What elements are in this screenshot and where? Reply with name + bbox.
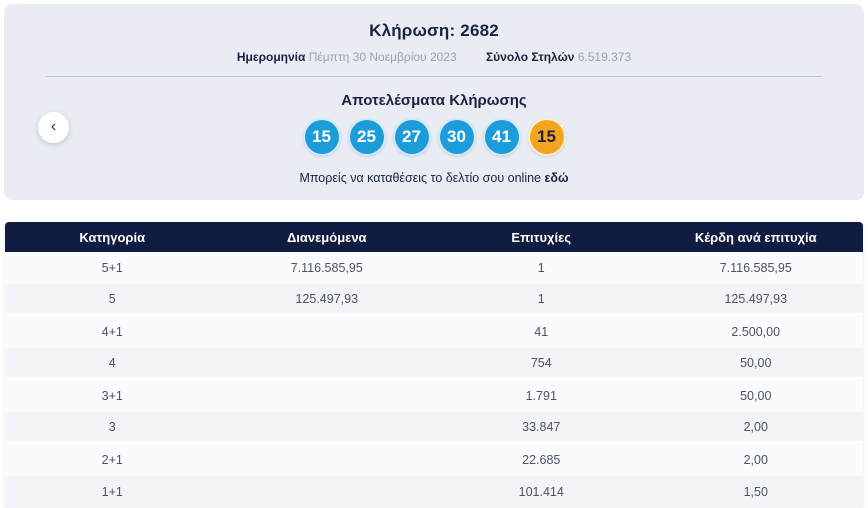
table-cell: 2,00 — [743, 453, 768, 467]
draw-meta: Ημερομηνία Πέμπτη 30 Νοεμβρίου 2023 Σύνο… — [4, 50, 864, 64]
chevron-left-icon: ‹ — [50, 117, 57, 135]
table-header-distributed: Διανεμόμενα — [286, 229, 367, 245]
total-columns: Σύνολο Στηλών 6.519.373 — [486, 50, 631, 64]
table-cell: 2,00 — [743, 419, 768, 434]
winning-number-ball: 25 — [347, 118, 386, 156]
table-cell: 754 — [530, 355, 552, 370]
joker-number-ball: 15 — [527, 118, 566, 156]
table-cell: 5+1 — [101, 261, 123, 275]
table-cell: 1+1 — [101, 485, 123, 499]
table-cell: 22.685 — [522, 453, 561, 467]
table-cell: 3 — [108, 419, 116, 434]
table-header-category: Κατηγορία — [79, 229, 146, 245]
table-cell: 1 — [537, 261, 545, 275]
table-cell: 2.500,00 — [731, 325, 781, 339]
table-row: 3 33.847 2,00 — [5, 412, 863, 444]
table-row: 5 125.497,93 1 125.497,93 — [5, 284, 863, 316]
table-cell: 1 — [537, 291, 545, 306]
table-row: 4 754 50,00 — [5, 348, 863, 380]
table-row: 3+1 1.791 50,00 — [5, 380, 863, 412]
draw-title: Κλήρωση: 2682 — [369, 21, 499, 40]
table-cell: 50,00 — [740, 389, 772, 403]
draw-date: Ημερομηνία Πέμπτη 30 Νοεμβρίου 2023 — [237, 50, 457, 64]
cta-text: Μπορείς να καταθέσεις το δελτίο σου onli… — [4, 171, 864, 185]
table-cell: 33.847 — [522, 419, 561, 434]
total-columns-value: 6.519.373 — [577, 50, 632, 64]
divider — [46, 76, 822, 77]
deposit-online-link[interactable]: εδώ — [544, 171, 569, 185]
draw-summary-card: Κλήρωση: 2682 Ημερομηνία Πέμπτη 30 Νοεμβ… — [4, 4, 864, 200]
table-body: 5+1 7.116.585,95 1 7.116.585,95 5 125.49… — [5, 252, 863, 508]
table-cell: 4+1 — [101, 325, 123, 339]
winning-number-ball: 27 — [392, 118, 431, 156]
draw-date-label: Ημερομηνία — [236, 50, 306, 64]
winning-number-ball: 30 — [437, 118, 476, 156]
winning-number-ball: 41 — [482, 118, 521, 156]
table-cell: 101.414 — [518, 485, 564, 499]
table-cell: 125.497,93 — [724, 291, 788, 306]
table-cell: 5 — [108, 291, 116, 306]
table-cell: 2+1 — [101, 453, 123, 467]
table-cell: 7.116.585,95 — [290, 261, 363, 275]
table-cell: 50,00 — [740, 355, 772, 370]
results-table: Κατηγορία Διανεμόμενα Επιτυχίες Κέρδη αν… — [5, 222, 863, 508]
table-cell: 41 — [534, 325, 549, 339]
table-cell: 3+1 — [101, 389, 123, 403]
total-columns-label: Σύνολο Στηλών — [485, 50, 575, 64]
table-row: 2+1 22.685 2,00 — [5, 444, 863, 476]
table-cell: 1.791 — [525, 389, 557, 403]
cta-message: Μπορείς να καταθέσεις το δελτίο σου onli… — [299, 171, 541, 185]
table-row: 1+1 101.414 1,50 — [5, 476, 863, 508]
draw-date-value: Πέμπτη 30 Νοεμβρίου 2023 — [308, 50, 457, 64]
table-row: 5+1 7.116.585,95 1 7.116.585,95 — [5, 252, 863, 284]
winning-numbers: 15 25 27 30 41 15 — [4, 118, 864, 156]
winning-number-ball: 15 — [302, 118, 341, 156]
table-header-winnings: Κέρδη ανά επιτυχία — [694, 229, 817, 245]
table-cell: 1,50 — [743, 485, 768, 499]
table-cell: 7.116.585,95 — [719, 261, 792, 275]
results-title: Αποτελέσματα Κλήρωσης — [341, 92, 527, 109]
table-header-row: Κατηγορία Διανεμόμενα Επιτυχίες Κέρδη αν… — [5, 222, 863, 252]
table-cell: 4 — [108, 355, 116, 370]
table-cell: 125.497,93 — [295, 291, 359, 306]
table-header-winners: Επιτυχίες — [511, 229, 572, 245]
table-row: 4+1 41 2.500,00 — [5, 316, 863, 348]
previous-draw-button[interactable]: ‹ — [38, 112, 69, 143]
